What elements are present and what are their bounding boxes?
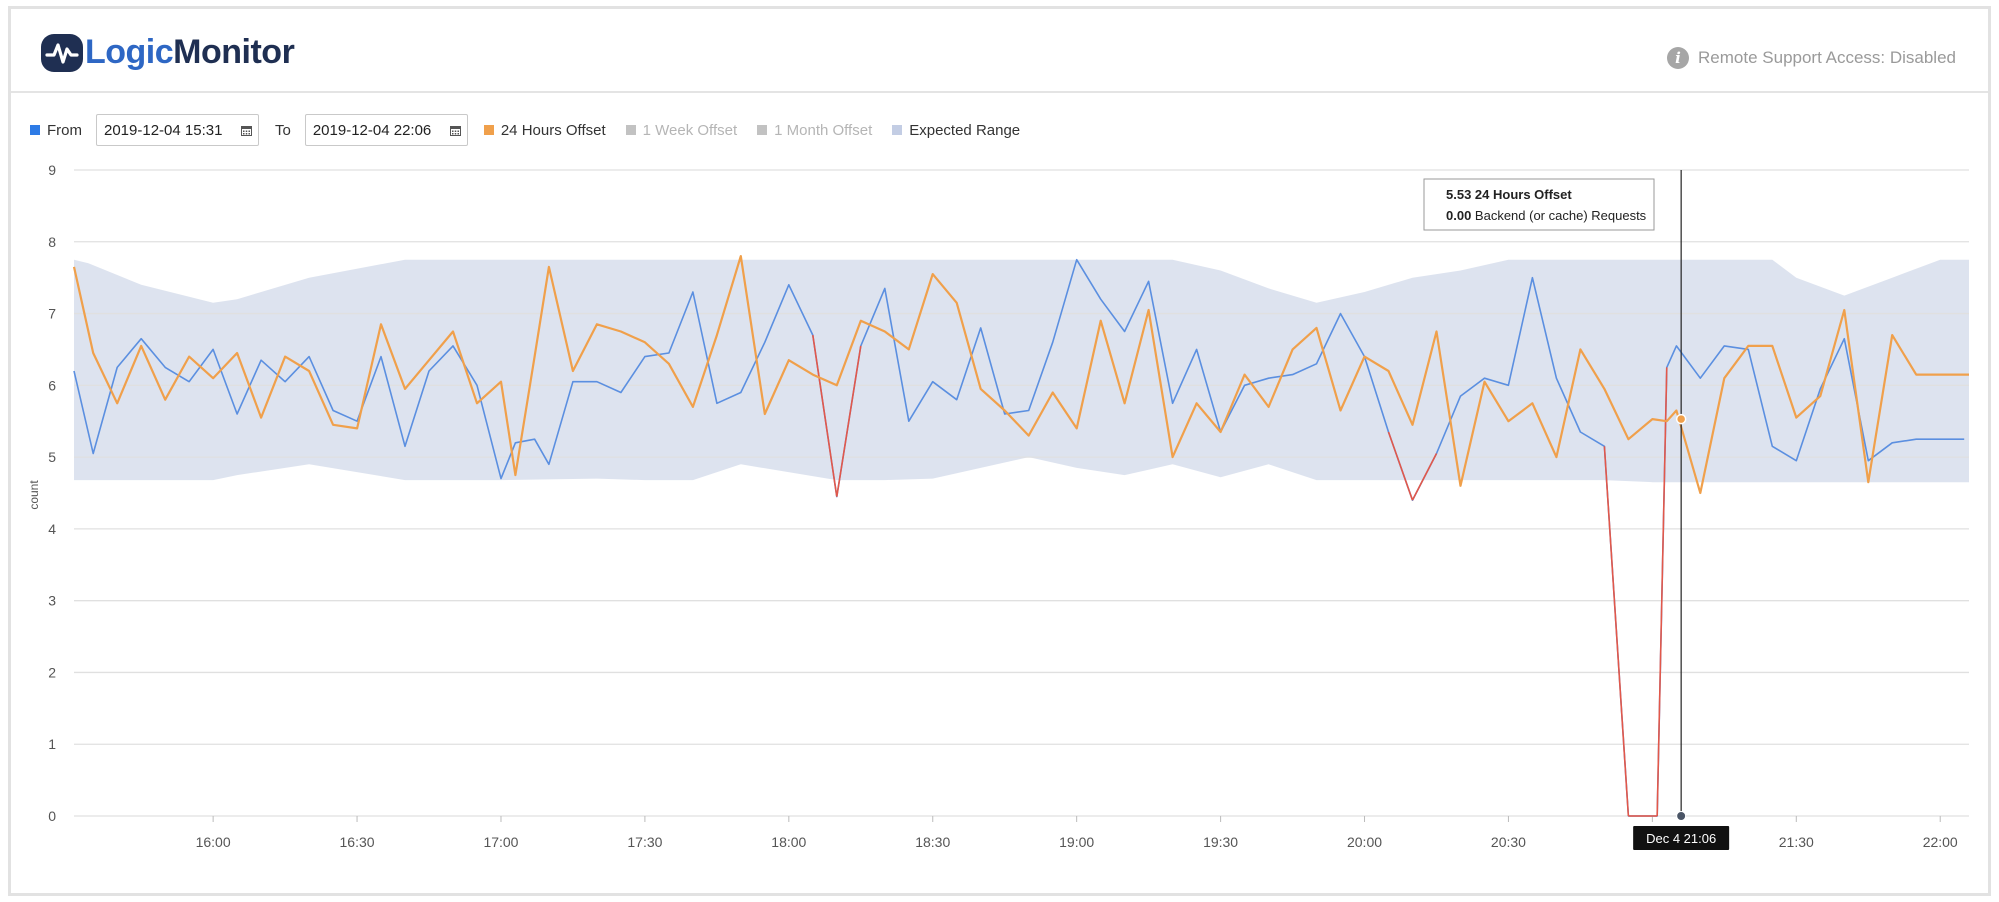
y-tick-label: 3 <box>48 593 56 609</box>
legend-expected-range[interactable]: Expected Range <box>892 122 1020 139</box>
legend-swatch <box>757 125 768 135</box>
x-tick-label: 17:00 <box>483 834 518 850</box>
y-tick-label: 1 <box>48 736 56 752</box>
to-date-value: 2019-12-04 22:06 <box>312 121 432 139</box>
x-tick-label: 20:00 <box>1347 834 1382 850</box>
x-tick-label: 19:00 <box>1059 834 1094 850</box>
tooltip-box <box>1423 178 1655 231</box>
top-bar: LogicMonitor i Remote Support Access: Di… <box>11 9 1988 93</box>
chart-controls: From 2019-12-04 15:31 To 2019-12-04 22:0… <box>30 113 1040 147</box>
remote-support-status[interactable]: i Remote Support Access: Disabled <box>1667 47 1956 69</box>
from-series-swatch <box>30 125 40 135</box>
from-label: From <box>47 121 82 139</box>
logo: LogicMonitor <box>41 33 295 72</box>
x-tick-label: 19:30 <box>1203 834 1238 850</box>
legend-label: 1 Week Offset <box>642 121 738 139</box>
legend-swatch <box>892 125 903 135</box>
y-tick-label: 9 <box>48 162 56 178</box>
anomaly-segment <box>1411 453 1438 501</box>
x-tick-label: 20:30 <box>1491 834 1526 850</box>
x-tick-label: 16:00 <box>196 834 231 850</box>
legend-label: 1 Month Offset <box>774 121 873 139</box>
y-tick-label: 7 <box>48 306 56 322</box>
anomaly-segment <box>836 345 862 497</box>
y-tick-label: 2 <box>48 664 56 680</box>
from-date-value: 2019-12-04 15:31 <box>104 121 223 139</box>
tooltip-value: 5.53 <box>1446 187 1475 202</box>
x-tick-label: 16:30 <box>340 834 375 850</box>
legend-swatch <box>483 125 494 135</box>
tooltip-series-label: 24 Hours Offset <box>1475 187 1572 202</box>
anomaly-segment <box>1603 446 1630 817</box>
brand-part2: Monitor <box>173 33 295 71</box>
legend-24h-offset[interactable]: 24 Hours Offset <box>483 121 606 139</box>
y-tick-label: 4 <box>48 521 56 537</box>
calendar-icon[interactable] <box>449 125 461 136</box>
y-tick-label: 5 <box>48 449 56 465</box>
to-label: To <box>275 121 291 139</box>
brand-part1: Logic <box>85 33 174 71</box>
calendar-icon[interactable] <box>241 125 252 136</box>
logo-wordmark: LogicMonitor <box>85 33 295 72</box>
from-date-input[interactable]: 2019-12-04 15:31 <box>96 114 259 146</box>
tooltip-row: 5.53 24 Hours Offset <box>1446 187 1572 202</box>
to-date-input[interactable]: 2019-12-04 22:06 <box>304 114 468 146</box>
y-tick-label: 0 <box>48 808 56 824</box>
tooltip-series-label: Backend (or cache) Requests <box>1475 208 1647 223</box>
legend-label: 24 Hours Offset <box>500 121 606 139</box>
anomaly-segment <box>812 334 838 497</box>
anomaly-segment <box>1387 431 1414 501</box>
info-icon: i <box>1667 47 1690 69</box>
expected-range-band <box>74 259 1969 483</box>
x-tick-label: 17:30 <box>627 834 662 850</box>
remote-support-text: Remote Support Access: Disabled <box>1698 48 1956 67</box>
hover-point-24h-offset <box>1675 413 1687 425</box>
hover-point-backend-requests <box>1676 811 1687 821</box>
x-tick-label: 18:30 <box>915 834 950 850</box>
tooltip-value: 0.00 <box>1446 208 1475 223</box>
legend-1month-offset[interactable]: 1 Month Offset <box>757 122 872 139</box>
crosshair-time-label: Dec 4 21:06 <box>1646 831 1716 846</box>
crosshair-time-box <box>1633 826 1730 850</box>
x-tick-label: 22:00 <box>1923 834 1958 850</box>
y-tick-label: 8 <box>48 234 56 250</box>
logo-icon <box>41 33 83 72</box>
legend-swatch <box>625 125 636 135</box>
legend-1week-offset[interactable]: 1 Week Offset <box>625 121 738 139</box>
tooltip-row: 0.00 Backend (or cache) Requests <box>1446 208 1647 223</box>
x-tick-label: 21:30 <box>1779 834 1814 850</box>
anomaly-segment <box>1656 367 1668 817</box>
legend-label: Expected Range <box>909 121 1021 139</box>
x-tick-label: 18:00 <box>771 834 806 850</box>
y-tick-label: 6 <box>48 377 56 393</box>
y-axis-label: count <box>27 480 41 510</box>
series-line-24h-offset <box>72 255 1969 495</box>
